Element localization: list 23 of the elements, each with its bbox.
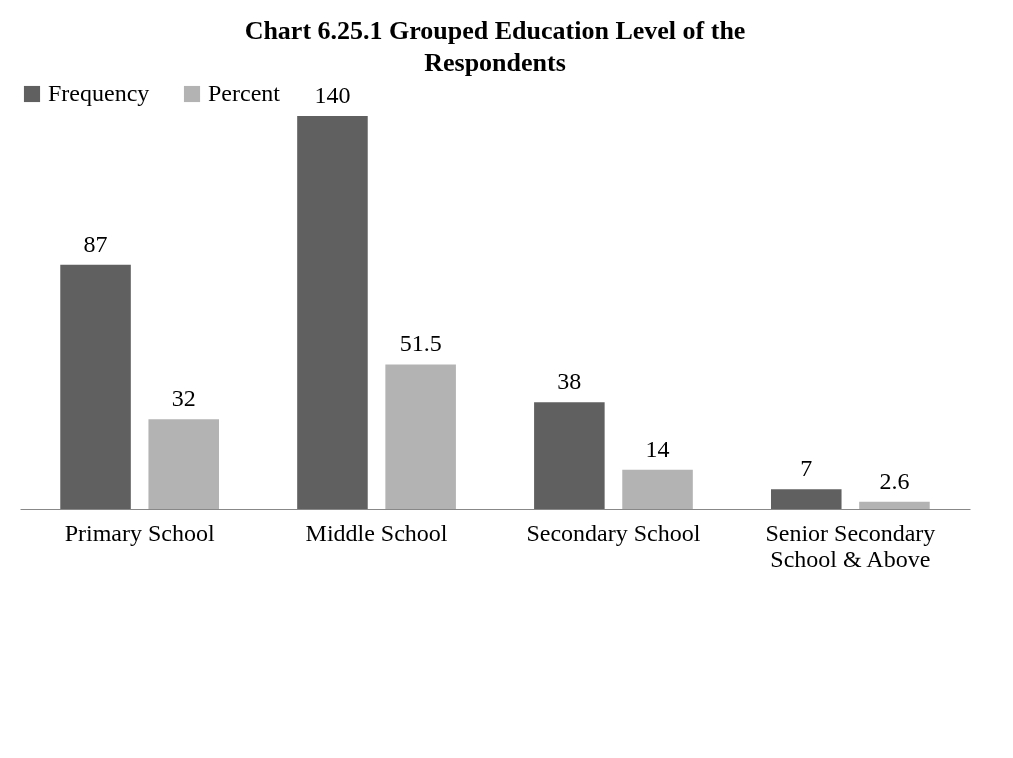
bar (534, 402, 605, 509)
legend-label: Percent (208, 80, 281, 106)
data-label: 14 (645, 435, 670, 462)
bar (297, 116, 368, 509)
data-label: 140 (314, 82, 351, 108)
x-tick-label: Senior Secondary School & Above (765, 519, 936, 572)
bar (859, 501, 930, 509)
bar (771, 489, 842, 509)
data-label: 87 (83, 230, 108, 257)
data-label: 7 (800, 455, 813, 482)
bar (60, 264, 131, 509)
x-tick-label: Primary School (64, 519, 215, 546)
bar (148, 419, 219, 509)
data-label: 38 (557, 368, 582, 395)
bar (385, 364, 456, 509)
data-label: 2.6 (879, 467, 910, 494)
x-tick-label: Secondary School (526, 519, 701, 546)
x-tick-label: Middle School (305, 519, 448, 546)
data-label: 51.5 (399, 330, 442, 357)
data-label: 32 (171, 385, 196, 412)
bar (622, 469, 693, 509)
legend-label: Frequency (48, 80, 150, 106)
chart-title: Chart 6.25.1 Grouped Education Level of the Respondents (244, 16, 746, 77)
